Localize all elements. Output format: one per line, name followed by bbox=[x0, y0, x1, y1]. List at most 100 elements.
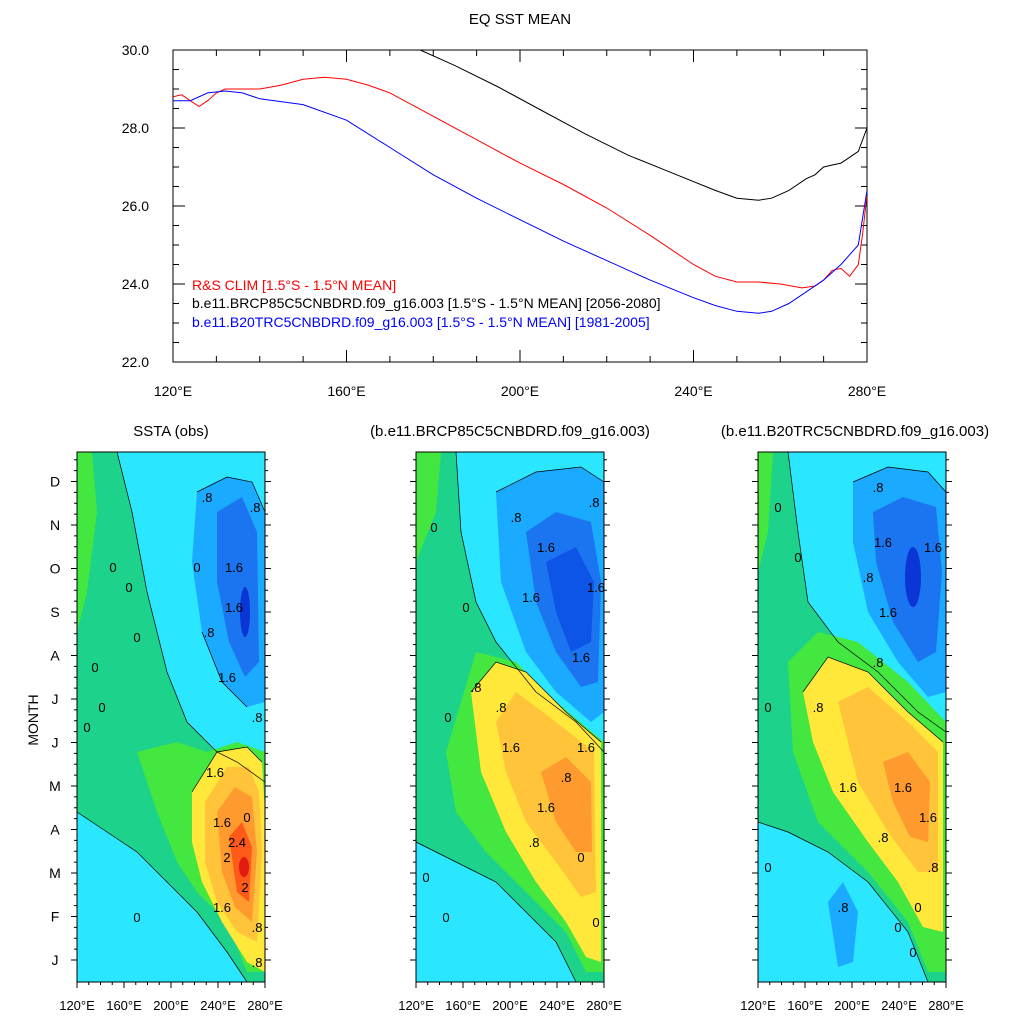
contour-label: 0 bbox=[444, 710, 451, 725]
y-tick-label: 30.0 bbox=[122, 42, 149, 58]
contour-label: 0 bbox=[894, 920, 901, 935]
contour-label: 1.6 bbox=[572, 650, 590, 665]
y-tick-label: J bbox=[52, 691, 59, 707]
contour-label: 0 bbox=[577, 850, 584, 865]
contour-line bbox=[455, 451, 605, 753]
contour-line bbox=[470, 661, 602, 743]
x-tick-label: 240°E bbox=[881, 998, 917, 1013]
contour-label: .8 bbox=[202, 490, 213, 505]
contour-label: 1.6 bbox=[225, 600, 243, 615]
y-axis bbox=[410, 459, 610, 961]
y-tick-label: 26.0 bbox=[122, 198, 149, 214]
contour-label: 0 bbox=[794, 550, 801, 565]
x-tick-label: 120°E bbox=[740, 998, 776, 1013]
contour-label: .8 bbox=[511, 510, 522, 525]
y-axis bbox=[752, 459, 952, 961]
contour-label: 1.6 bbox=[924, 540, 942, 555]
contour-fill bbox=[905, 547, 921, 607]
y-tick-label: 22.0 bbox=[122, 354, 149, 370]
y-tick-label: A bbox=[50, 648, 60, 664]
y-axis: J F M A M J J A S O N D bbox=[49, 459, 271, 968]
contour-label: 1.6 bbox=[522, 590, 540, 605]
x-tick-label: 120°E bbox=[154, 383, 192, 399]
y-tick-label: J bbox=[52, 952, 59, 968]
y-tick-label: 24.0 bbox=[122, 276, 149, 292]
heatmap-panel-rcp85: (b.e11.BRCP85C5CNBDRD.f09_g16.003) 00000… bbox=[370, 423, 650, 1013]
contour-line bbox=[76, 811, 248, 983]
contour-label: .8 bbox=[878, 830, 889, 845]
contour-label: 0 bbox=[430, 520, 437, 535]
contour-fill bbox=[496, 692, 596, 897]
contour-label: .8 bbox=[873, 655, 884, 670]
contour-line bbox=[196, 476, 266, 513]
contour-label: 1.6 bbox=[879, 605, 897, 620]
x-axis: 120°E 160°E 200°E 240°E 280°E bbox=[740, 982, 964, 1013]
contour-fill bbox=[77, 452, 97, 632]
contour-label: 1.6 bbox=[919, 810, 937, 825]
x-tick-label: 120°E bbox=[59, 998, 95, 1013]
contour-label: 0 bbox=[774, 500, 781, 515]
x-tick-label: 160°E bbox=[106, 998, 142, 1013]
contour-label: 0 bbox=[422, 870, 429, 885]
contour-line bbox=[201, 631, 248, 708]
contour-label: 0 bbox=[133, 630, 140, 645]
x-tick-label: 200°E bbox=[834, 998, 870, 1013]
contour-fill bbox=[758, 452, 773, 572]
x-tick-label: 280°E bbox=[928, 998, 964, 1013]
contour-label: 0 bbox=[109, 560, 116, 575]
panel-title: (b.e11.BRCP85C5CNBDRD.f09_g16.003) bbox=[370, 423, 650, 440]
series-line bbox=[173, 76, 867, 289]
contour-label: 1.6 bbox=[839, 780, 857, 795]
contour-fill bbox=[883, 752, 930, 842]
x-tick-label: 200°E bbox=[501, 383, 539, 399]
contour-label: 2 bbox=[223, 850, 230, 865]
panel-title: (b.e11.B20TRC5CNBDRD.f09_g16.003) bbox=[721, 423, 989, 440]
contour-line bbox=[852, 466, 947, 493]
contour-label: 1.6 bbox=[577, 740, 595, 755]
contour-labels: 0 0 0 0 0 .8 .8 1.6 1.6 1.6 1.6 .8 .8 1.6 1.6 1.6 .8 .8 0 0 bbox=[422, 495, 605, 930]
y-tick-label: N bbox=[50, 517, 60, 533]
contour-label: 1.6 bbox=[213, 900, 231, 915]
contour-line bbox=[757, 821, 929, 983]
chart-title: EQ SST MEAN bbox=[469, 11, 571, 28]
contour-fill bbox=[217, 497, 259, 677]
contour-label: 0 bbox=[83, 720, 90, 735]
axes: 120°E 160°E 200°E 240°E 280°E 22.0 24.0 26.0 28.… bbox=[122, 42, 886, 399]
x-tick-label: 160°E bbox=[787, 998, 823, 1013]
contour-label: 1.6 bbox=[537, 800, 555, 815]
y-tick-label: M bbox=[49, 778, 61, 794]
contour-label: .8 bbox=[250, 500, 261, 515]
x-tick-label: 280°E bbox=[247, 998, 283, 1013]
legend-entry: b.e11.B20TRC5CNBDRD.f09_g16.003 [1.5°S -… bbox=[192, 314, 650, 330]
contour-label: .8 bbox=[838, 900, 849, 915]
y-tick-label: 28.0 bbox=[122, 120, 149, 136]
contour-fill bbox=[239, 857, 249, 877]
contour-fill bbox=[541, 757, 592, 852]
contour-label: 0 bbox=[98, 700, 105, 715]
contour-label: 0 bbox=[193, 560, 200, 575]
contour-label: 1.6 bbox=[587, 580, 605, 595]
contour-label: .8 bbox=[873, 480, 884, 495]
contour-fill bbox=[546, 547, 594, 652]
contour-fill bbox=[240, 587, 250, 637]
y-tick-label: A bbox=[50, 822, 60, 838]
contour-label: 0 bbox=[764, 860, 771, 875]
contour-label: .8 bbox=[928, 860, 939, 875]
contour-label: .8 bbox=[863, 570, 874, 585]
x-tick-label: 200°E bbox=[492, 998, 528, 1013]
contour-label: 0 bbox=[243, 810, 250, 825]
heatmap-panel-20tr: (b.e11.B20TRC5CNBDRD.f09_g16.003) 0 0 0 0 .8… bbox=[721, 423, 989, 1013]
contour-label: 1.6 bbox=[213, 815, 231, 830]
x-tick-label: 120°E bbox=[398, 998, 434, 1013]
contour-label: .8 bbox=[529, 835, 540, 850]
contour-label: .8 bbox=[496, 700, 507, 715]
legend: R&S CLIM [1.5°S - 1.5°N MEAN] b.e11.BRCP… bbox=[192, 277, 661, 330]
contour-label: .8 bbox=[252, 710, 263, 725]
contour-line bbox=[802, 656, 944, 743]
contour-label: 0 bbox=[764, 700, 771, 715]
contour-label: 0 bbox=[91, 660, 98, 675]
x-axis: 120°E 160°E 200°E 240°E 280°E bbox=[398, 982, 622, 1013]
